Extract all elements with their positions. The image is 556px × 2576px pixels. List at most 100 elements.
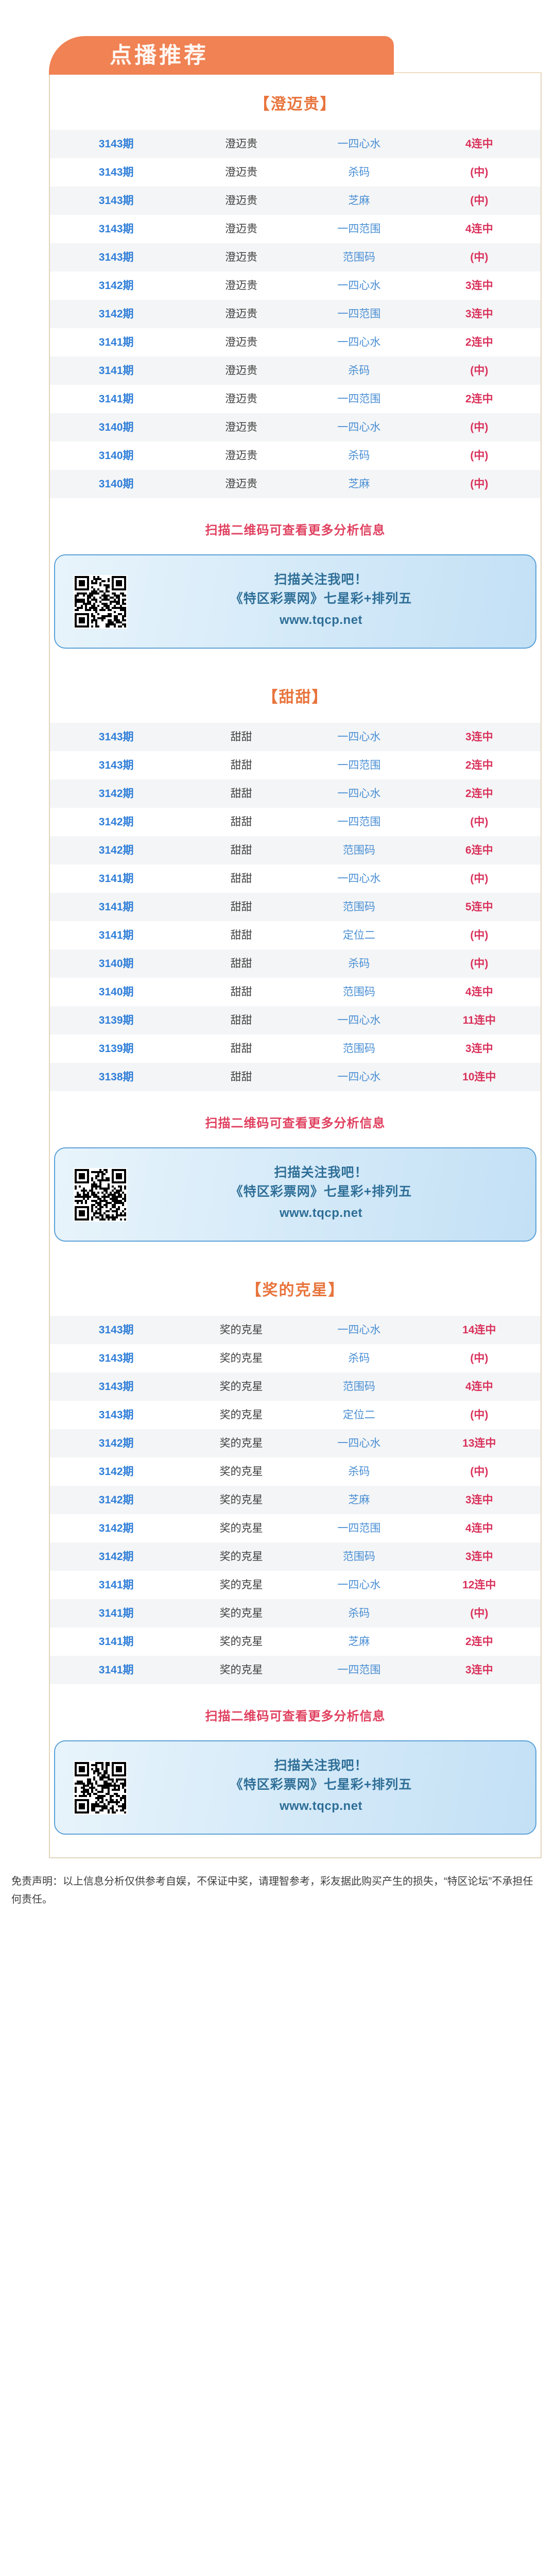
table-row[interactable]: 3140期 甜甜 范围码 4连中 (50, 978, 541, 1006)
table-row[interactable]: 3142期 澄迈贵 一四心水 3连中 (50, 272, 541, 300)
table-row[interactable]: 3141期 奖的克星 一四范围 3连中 (50, 1656, 541, 1684)
header-tab[interactable]: 点播推荐 (49, 36, 394, 75)
row-prediction-type: 范围码 (342, 1551, 375, 1563)
row-prediction-type: 一四范围 (337, 816, 381, 828)
row-prediction-type: 一四心水 (337, 788, 381, 800)
prediction-table: 3143期 甜甜 一四心水 3连中 3143期 甜甜 一四范围 2连中 3142期 甜甜 一四心水 2… (50, 723, 541, 1091)
row-expert-name: 澄迈贵 (225, 365, 258, 377)
row-result-badge: 4连中 (465, 138, 493, 150)
row-issue-number: 3139期 (98, 1043, 134, 1055)
row-expert-name: 澄迈贵 (225, 251, 258, 263)
table-row[interactable]: 3140期 澄迈贵 一四心水 (中) (50, 413, 541, 442)
table-row[interactable]: 3141期 甜甜 定位二 (中) (50, 921, 541, 950)
row-prediction-type: 范围码 (342, 251, 375, 263)
qr-promo-banner[interactable]: 扫描关注我吧！ 《特区彩票网》七星彩+排列五 www.tqcp.net (54, 1740, 536, 1835)
row-prediction-type: 一四心水 (337, 1579, 381, 1591)
table-row[interactable]: 3143期 甜甜 一四心水 3连中 (50, 723, 541, 751)
section-title: 【澄迈贵】 (254, 96, 337, 113)
qr-promo-banner[interactable]: 扫描关注我吧！ 《特区彩票网》七星彩+排列五 www.tqcp.net (54, 554, 536, 649)
qr-code-icon[interactable] (74, 1167, 127, 1222)
row-issue-number: 3143期 (98, 195, 134, 207)
row-issue-number: 3142期 (98, 844, 134, 856)
row-result-badge: 3连中 (465, 1043, 493, 1055)
table-row[interactable]: 3142期 奖的克星 杀码 (中) (50, 1458, 541, 1486)
table-row[interactable]: 3142期 奖的克星 范围码 3连中 (50, 1543, 541, 1571)
table-row[interactable]: 3142期 甜甜 一四心水 2连中 (50, 779, 541, 808)
table-row[interactable]: 3143期 奖的克星 定位二 (中) (50, 1401, 541, 1429)
row-expert-name: 甜甜 (230, 1071, 252, 1083)
row-prediction-type: 定位二 (342, 929, 375, 941)
table-row[interactable]: 3138期 甜甜 一四心水 10连中 (50, 1063, 541, 1091)
table-row[interactable]: 3143期 澄迈贵 范围码 (中) (50, 243, 541, 272)
table-row[interactable]: 3143期 澄迈贵 杀码 (中) (50, 158, 541, 187)
row-result-badge: (中) (470, 421, 489, 433)
row-prediction-type: 一四心水 (337, 421, 381, 433)
row-result-badge: (中) (470, 1352, 489, 1364)
table-row[interactable]: 3141期 甜甜 一四心水 (中) (50, 865, 541, 893)
row-result-badge: 13连中 (462, 1437, 496, 1449)
row-expert-name: 澄迈贵 (225, 336, 258, 348)
qr-code-icon[interactable] (74, 574, 127, 629)
row-prediction-type: 杀码 (348, 1607, 370, 1619)
prediction-table-body: 3143期 澄迈贵 一四心水 4连中 3143期 澄迈贵 杀码 (中) 3143期 澄迈贵 芝麻 (中… (50, 130, 541, 498)
table-row[interactable]: 3139期 甜甜 一四心水 11连中 (50, 1006, 541, 1035)
table-row[interactable]: 3141期 奖的克星 芝麻 2连中 (50, 1628, 541, 1656)
row-issue-number: 3142期 (98, 788, 134, 800)
row-prediction-type: 杀码 (348, 1352, 370, 1364)
row-expert-name: 奖的克星 (219, 1381, 263, 1393)
table-row[interactable]: 3142期 甜甜 一四范围 (中) (50, 808, 541, 836)
table-row[interactable]: 3140期 澄迈贵 杀码 (中) (50, 442, 541, 470)
table-row[interactable]: 3143期 奖的克星 范围码 4连中 (50, 1372, 541, 1401)
row-issue-number: 3143期 (98, 251, 134, 263)
row-result-badge: 3连中 (465, 308, 493, 320)
table-row[interactable]: 3140期 澄迈贵 芝麻 (中) (50, 470, 541, 498)
row-prediction-type: 一四范围 (337, 759, 381, 771)
table-row[interactable]: 3141期 澄迈贵 一四范围 2连中 (50, 385, 541, 413)
table-row[interactable]: 3143期 澄迈贵 芝麻 (中) (50, 187, 541, 215)
row-result-badge: (中) (470, 478, 489, 490)
qr-banner-line1: 扫描关注我吧！ (274, 1165, 368, 1180)
table-row[interactable]: 3143期 奖的克星 一四心水 14连中 (50, 1316, 541, 1344)
table-row[interactable]: 3143期 甜甜 一四范围 2连中 (50, 751, 541, 779)
row-result-badge: 3连中 (465, 280, 493, 292)
row-expert-name: 甜甜 (230, 986, 252, 998)
row-prediction-type: 一四心水 (337, 280, 381, 292)
row-result-badge: 2连中 (465, 1636, 493, 1648)
qr-code-icon[interactable] (74, 1760, 127, 1815)
table-row[interactable]: 3141期 澄迈贵 杀码 (中) (50, 357, 541, 385)
row-prediction-type: 范围码 (342, 844, 375, 856)
table-row[interactable]: 3143期 澄迈贵 一四心水 4连中 (50, 130, 541, 158)
row-issue-number: 3142期 (98, 280, 134, 292)
table-row[interactable]: 3140期 甜甜 杀码 (中) (50, 950, 541, 978)
row-expert-name: 甜甜 (230, 929, 252, 941)
table-row[interactable]: 3143期 澄迈贵 一四范围 4连中 (50, 215, 541, 243)
row-issue-number: 3142期 (98, 1466, 134, 1478)
table-row[interactable]: 3141期 澄迈贵 一四心水 2连中 (50, 328, 541, 357)
table-row[interactable]: 3141期 甜甜 范围码 5连中 (50, 893, 541, 921)
row-issue-number: 3143期 (98, 731, 134, 743)
table-row[interactable]: 3141期 奖的克星 一四心水 12连中 (50, 1571, 541, 1599)
row-prediction-type: 一四范围 (337, 308, 381, 320)
row-expert-name: 甜甜 (230, 1043, 252, 1055)
table-row[interactable]: 3142期 奖的克星 一四心水 13连中 (50, 1429, 541, 1458)
row-prediction-type: 一四心水 (337, 731, 381, 743)
prediction-table-body: 3143期 甜甜 一四心水 3连中 3143期 甜甜 一四范围 2连中 3142期 甜甜 一四心水 2… (50, 723, 541, 1091)
table-row[interactable]: 3139期 甜甜 范围码 3连中 (50, 1035, 541, 1063)
table-row[interactable]: 3142期 甜甜 范围码 6连中 (50, 836, 541, 865)
row-result-badge: (中) (470, 166, 489, 178)
row-issue-number: 3141期 (98, 1607, 134, 1619)
row-expert-name: 甜甜 (230, 731, 252, 743)
qr-promo-banner[interactable]: 扫描关注我吧！ 《特区彩票网》七星彩+排列五 www.tqcp.net (54, 1147, 536, 1242)
row-expert-name: 奖的克星 (219, 1664, 263, 1676)
table-row[interactable]: 3143期 奖的克星 杀码 (中) (50, 1344, 541, 1372)
table-row[interactable]: 3141期 奖的克星 杀码 (中) (50, 1599, 541, 1628)
row-prediction-type: 定位二 (342, 1409, 375, 1421)
row-issue-number: 3142期 (98, 308, 134, 320)
row-expert-name: 奖的克星 (219, 1551, 263, 1563)
row-result-badge: (中) (470, 195, 489, 207)
table-row[interactable]: 3142期 澄迈贵 一四范围 3连中 (50, 300, 541, 328)
table-row[interactable]: 3142期 奖的克星 芝麻 3连中 (50, 1486, 541, 1514)
table-row[interactable]: 3142期 奖的克星 一四范围 4连中 (50, 1514, 541, 1543)
qr-banner-text: 扫描关注我吧！ 《特区彩票网》七星彩+排列五 www.tqcp.net (127, 1756, 535, 1819)
row-issue-number: 3143期 (98, 138, 134, 150)
